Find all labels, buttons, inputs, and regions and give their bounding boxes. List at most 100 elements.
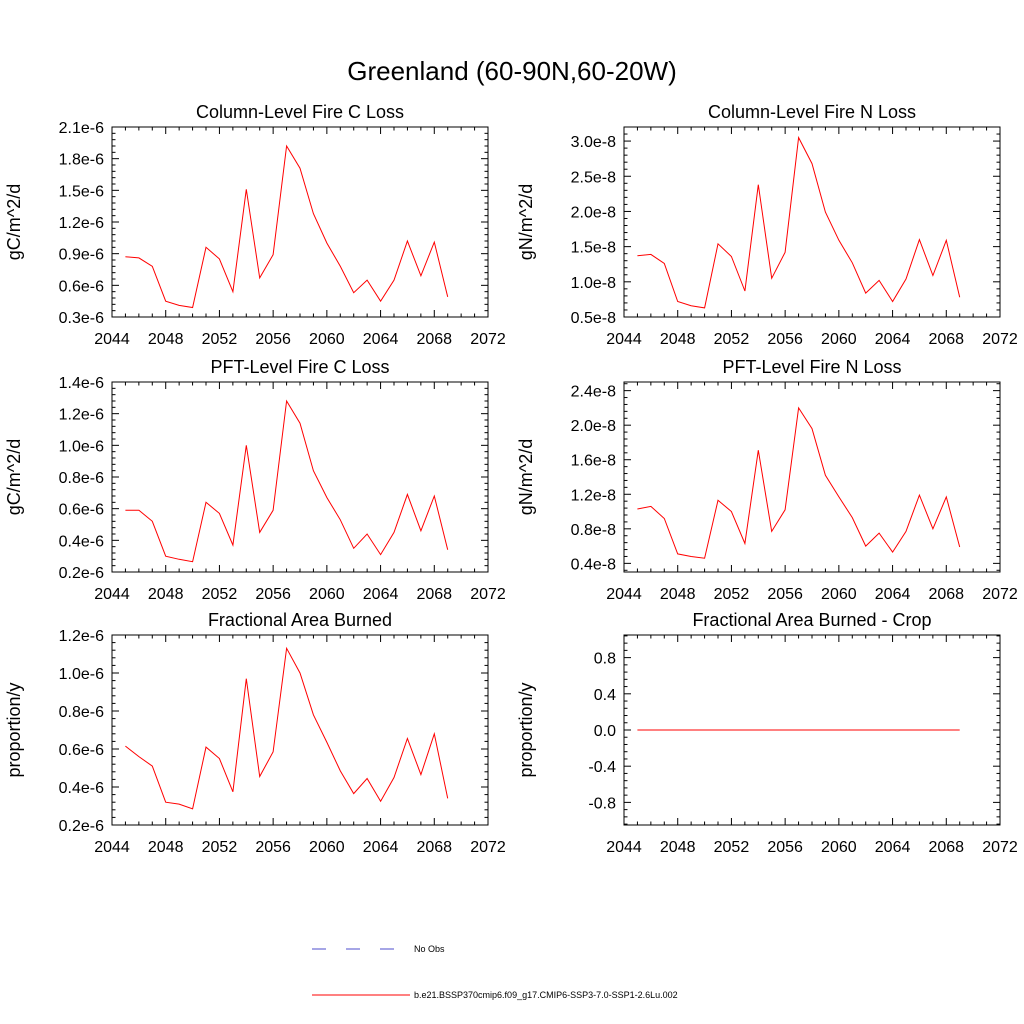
x-tick-label: 2044 xyxy=(606,839,642,856)
plot-frame xyxy=(111,381,489,573)
y-tick-label: 0.6e-6 xyxy=(59,502,104,519)
x-tick-label: 2060 xyxy=(821,331,857,348)
x-tick-label: 2048 xyxy=(660,331,696,348)
panels-group: Column-Level Fire C Loss gC/m^2/d 2044 2048… xyxy=(4,102,1018,856)
x-tick-label: 2068 xyxy=(928,839,964,856)
y-tick-label: 0.6e-6 xyxy=(59,278,104,295)
y-axis-label: gN/m^2/d xyxy=(516,439,536,515)
x-tick-label: 2056 xyxy=(767,331,803,348)
y-tick-label: -0.8 xyxy=(588,795,616,812)
y-tick-label: 0.2e-6 xyxy=(59,565,104,582)
x-tick-label: 2052 xyxy=(714,331,750,348)
plot-frame xyxy=(111,634,489,826)
y-tick-label: 0.2e-6 xyxy=(59,818,104,835)
x-tick-label: 2048 xyxy=(660,586,696,603)
x-tick-label: 2048 xyxy=(148,331,184,348)
y-tick-label: -0.4 xyxy=(588,759,616,776)
plot-frame xyxy=(623,126,1001,318)
y-axis-label: proportion/y xyxy=(516,682,536,777)
y-tick-label: 0.4e-8 xyxy=(571,556,616,573)
y-tick-label: 1.0e-8 xyxy=(571,275,616,292)
y-tick-label: 1.5e-6 xyxy=(59,183,104,200)
x-tick-label: 2056 xyxy=(255,586,291,603)
legend: No Obs b.e21.BSSP370cmip6.f09_g17.CMIP6-… xyxy=(312,944,678,1000)
panel-title: Fractional Area Burned xyxy=(208,610,392,630)
x-tick-label: 2056 xyxy=(255,331,291,348)
y-tick-label: 2.1e-6 xyxy=(59,120,104,137)
x-tick-label: 2068 xyxy=(416,839,452,856)
series-line xyxy=(637,135,961,309)
panel-3: PFT-Level Fire C Loss gC/m^2/d 2044 2048 205… xyxy=(4,357,506,603)
x-tick-label: 2048 xyxy=(660,839,696,856)
y-tick-label: 1.4e-6 xyxy=(59,375,104,392)
x-tick-label: 2060 xyxy=(309,839,345,856)
x-tick-label: 2072 xyxy=(982,331,1018,348)
panel-4: PFT-Level Fire N Loss gN/m^2/d 2044 2048 205… xyxy=(516,357,1018,603)
y-axis-label: gN/m^2/d xyxy=(516,184,536,260)
y-axis-label: proportion/y xyxy=(4,682,24,777)
y-tick-label: 1.2e-8 xyxy=(571,487,616,504)
x-tick-label: 2064 xyxy=(363,331,399,348)
x-tick-label: 2056 xyxy=(255,839,291,856)
y-tick-label: 0.4e-6 xyxy=(59,533,104,550)
panel-2: Column-Level Fire N Loss gN/m^2/d 2044 2048… xyxy=(516,102,1018,348)
x-tick-label: 2044 xyxy=(94,331,130,348)
y-tick-label: 1.0e-6 xyxy=(59,666,104,683)
y-tick-label: 1.2e-6 xyxy=(59,407,104,424)
panel-title: Column-Level Fire N Loss xyxy=(708,102,916,122)
y-tick-label: 2.0e-8 xyxy=(571,204,616,221)
x-tick-label: 2052 xyxy=(202,839,238,856)
x-tick-label: 2068 xyxy=(928,586,964,603)
legend-run-label: b.e21.BSSP370cmip6.f09_g17.CMIP6-SSP3-7.… xyxy=(414,990,678,1000)
plot-frame xyxy=(623,634,1001,826)
x-tick-label: 2048 xyxy=(148,586,184,603)
y-tick-label: 1.2e-6 xyxy=(59,628,104,645)
y-tick-label: 3.0e-8 xyxy=(571,134,616,151)
y-tick-label: 0.3e-6 xyxy=(59,310,104,327)
x-tick-label: 2052 xyxy=(714,839,750,856)
figure-title: Greenland (60-90N,60-20W) xyxy=(347,56,677,86)
x-tick-label: 2048 xyxy=(148,839,184,856)
x-tick-label: 2072 xyxy=(982,586,1018,603)
y-tick-label: 0.8 xyxy=(594,651,616,668)
x-tick-label: 2068 xyxy=(416,586,452,603)
panel-title: PFT-Level Fire C Loss xyxy=(210,357,389,377)
panel-6: Fractional Area Burned - Crop proportion/… xyxy=(516,610,1018,856)
series-line xyxy=(125,646,449,810)
x-tick-label: 2072 xyxy=(470,331,506,348)
x-tick-label: 2052 xyxy=(202,331,238,348)
y-tick-label: 2.0e-8 xyxy=(571,418,616,435)
y-tick-label: 0.5e-8 xyxy=(571,310,616,327)
x-tick-label: 2044 xyxy=(94,586,130,603)
panel-1: Column-Level Fire C Loss gC/m^2/d 2044 2048… xyxy=(4,102,506,348)
series-line xyxy=(637,406,961,559)
y-tick-label: 0.9e-6 xyxy=(59,247,104,264)
y-tick-label: 0.0 xyxy=(594,723,616,740)
x-tick-label: 2060 xyxy=(309,586,345,603)
x-tick-label: 2060 xyxy=(821,586,857,603)
x-tick-label: 2060 xyxy=(309,331,345,348)
plot-frame xyxy=(623,381,1001,573)
y-tick-label: 0.4e-6 xyxy=(59,780,104,797)
x-tick-label: 2068 xyxy=(928,331,964,348)
x-tick-label: 2064 xyxy=(875,839,911,856)
y-tick-label: 0.8e-6 xyxy=(59,704,104,721)
y-tick-label: 1.6e-8 xyxy=(571,453,616,470)
x-tick-label: 2064 xyxy=(875,331,911,348)
x-tick-label: 2064 xyxy=(875,586,911,603)
y-axis-label: gC/m^2/d xyxy=(4,184,24,260)
legend-no-obs-label: No Obs xyxy=(414,944,445,954)
y-tick-label: 0.6e-6 xyxy=(59,742,104,759)
y-tick-label: 2.4e-8 xyxy=(571,384,616,401)
series-line xyxy=(125,399,449,563)
x-tick-label: 2072 xyxy=(470,839,506,856)
x-tick-label: 2052 xyxy=(202,586,238,603)
x-tick-label: 2056 xyxy=(767,586,803,603)
x-tick-label: 2044 xyxy=(606,331,642,348)
y-tick-label: 0.4 xyxy=(594,687,616,704)
x-tick-label: 2072 xyxy=(470,586,506,603)
x-tick-label: 2064 xyxy=(363,586,399,603)
y-tick-label: 2.5e-8 xyxy=(571,169,616,186)
y-axis-label: gC/m^2/d xyxy=(4,439,24,515)
